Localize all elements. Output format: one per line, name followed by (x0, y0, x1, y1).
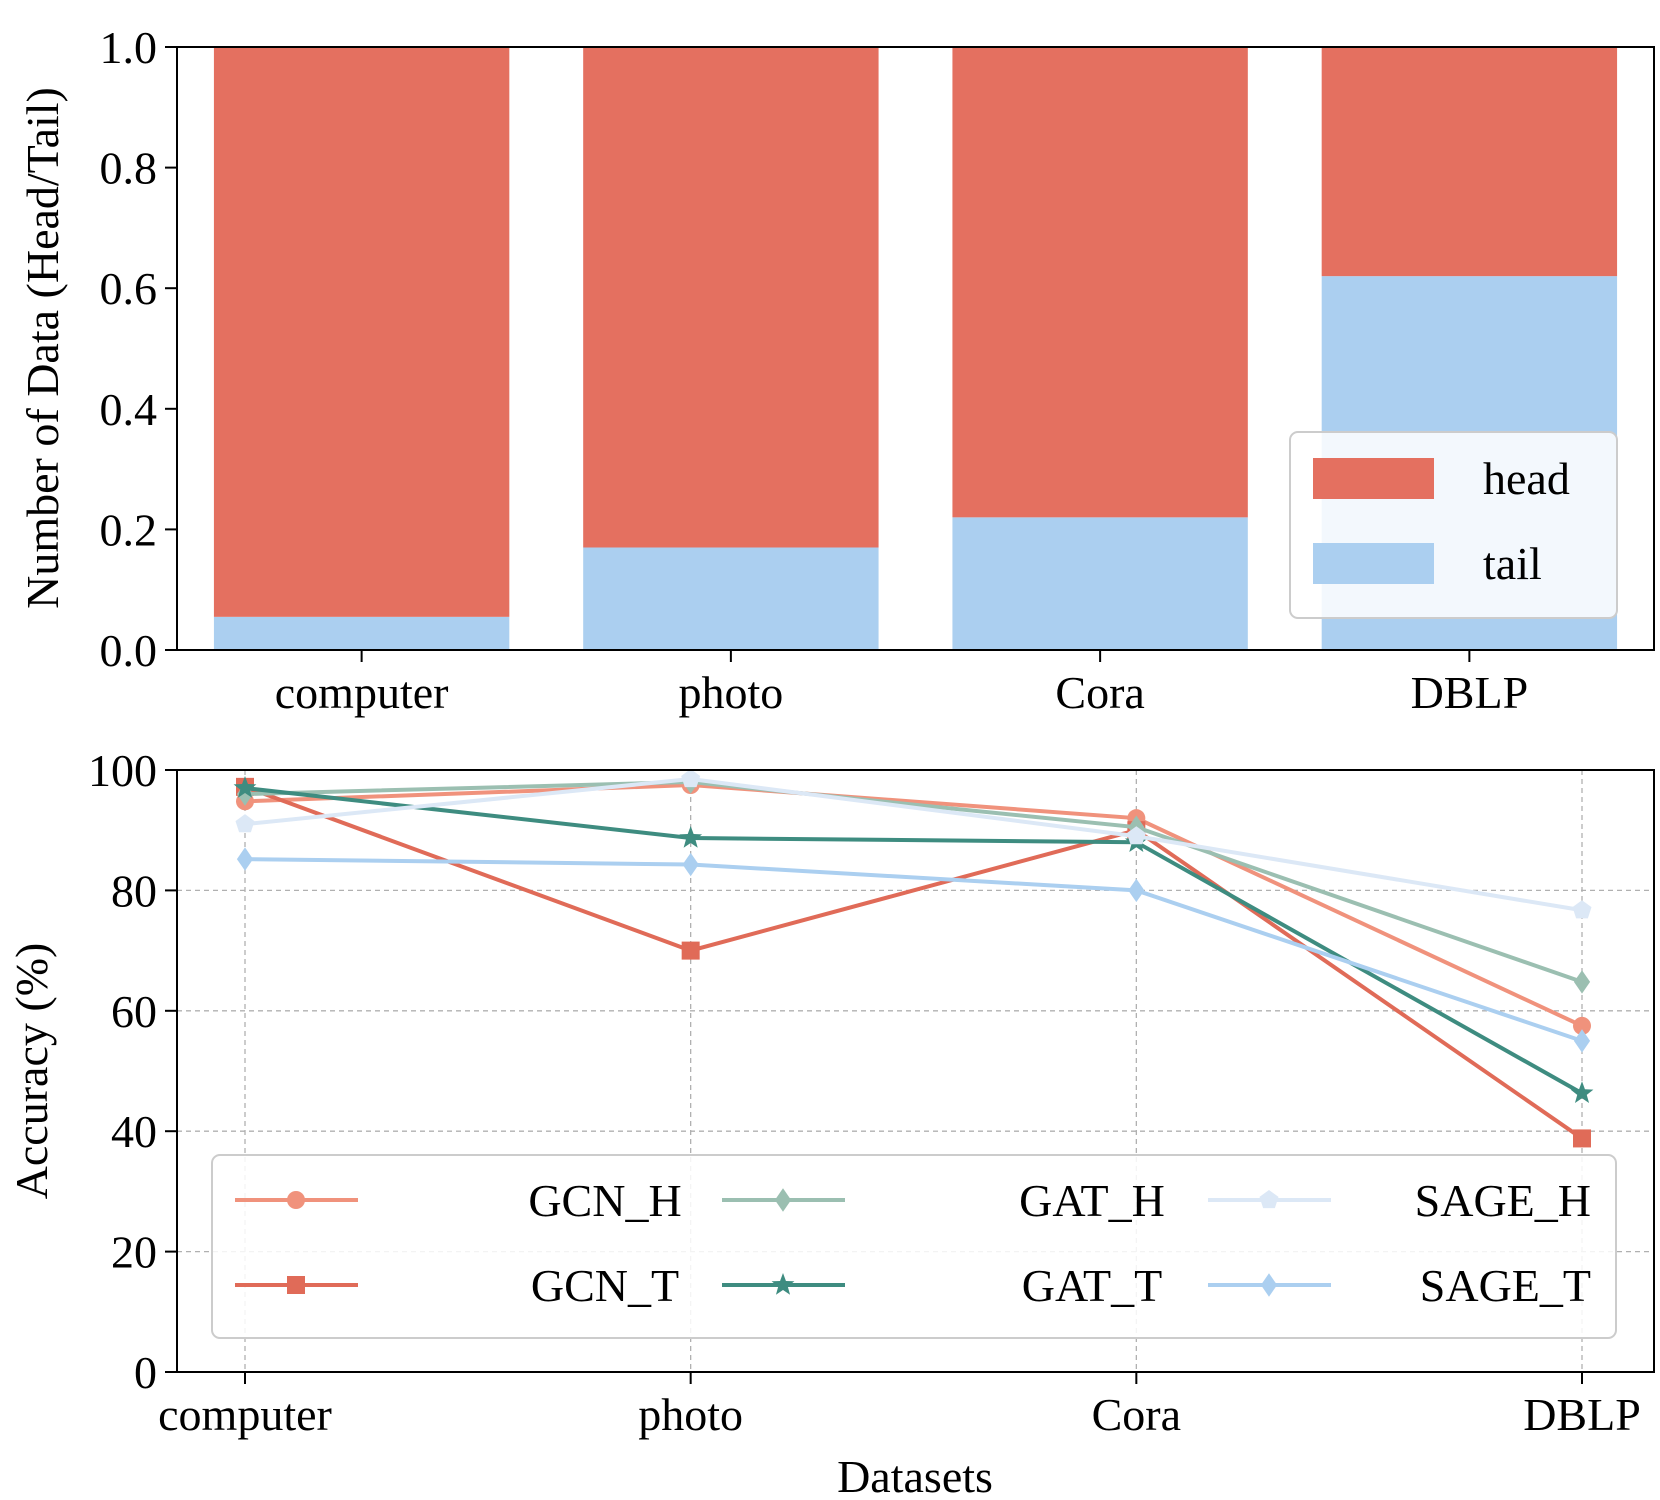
point-gat-t-computer (233, 776, 257, 798)
line-sage-t (244, 857, 1583, 1043)
legend-marker-gat-t (771, 1273, 795, 1295)
bar-head-photo (583, 47, 879, 548)
bottom-x-ticks: computer photo Cora DBLP (158, 1372, 1641, 1440)
top-y-tick-label: 0.6 (100, 263, 158, 314)
bar-tail-photo (583, 547, 879, 650)
bar-group (213, 47, 1618, 650)
bar-head-computer (213, 47, 510, 617)
legend-marker-gcn-t (287, 1276, 305, 1294)
top-x-tick-label-cora: Cora (1055, 667, 1144, 718)
point-gcn-h-dblp (1573, 1016, 1591, 1035)
bottom-y-tick-label: 40 (111, 1106, 157, 1157)
point-gcn-t-dblp (1573, 1129, 1591, 1148)
series-lines (233, 769, 1594, 1148)
bottom-y-ticks: 0 20 40 60 80 100 (88, 745, 177, 1398)
point-sage-h-cora (1126, 826, 1146, 845)
point-sage-t-photo (682, 852, 699, 877)
legend-marker-gat-h (774, 1188, 792, 1212)
line-gat-t (244, 786, 1583, 1096)
bottom-y-tick-label: 100 (88, 745, 157, 796)
point-sage-t-computer (236, 847, 254, 871)
legend-marker-sage-t (1260, 1273, 1278, 1297)
legend-swatch-head (1313, 458, 1434, 499)
legend-marker-gcn-h (287, 1191, 305, 1209)
top-y-ticks: 0.0 0.2 0.4 0.6 0.8 1.0 (100, 22, 177, 676)
series-gcn-t (236, 777, 1591, 1148)
bottom-plot-frame (176, 769, 1655, 1373)
top-x-tick-label-photo: photo (678, 667, 783, 718)
bottom-x-tick-label-photo: photo (638, 1389, 743, 1440)
point-sage-t-cora (1128, 878, 1145, 903)
top-x-tick-label-dblp: DBLP (1411, 667, 1529, 718)
bottom-x-tick-label-cora: Cora (1092, 1389, 1181, 1440)
line-sage-h (244, 777, 1583, 913)
legend-label-head: head (1483, 453, 1570, 504)
bottom-x-tick-label-dblp: DBLP (1523, 1389, 1641, 1440)
series-gcn-h (236, 776, 1591, 1035)
bottom-y-tick-label: 0 (134, 1347, 157, 1398)
series-gat-t (233, 776, 1594, 1103)
legend-swatch-tail (1313, 543, 1434, 584)
bottom-y-tick-label: 20 (111, 1227, 157, 1278)
line-gcn-h (244, 783, 1583, 1028)
point-gcn-t-photo (681, 941, 700, 960)
top-y-tick-label: 0.2 (100, 504, 158, 555)
top-y-tick-label: 0.4 (100, 384, 158, 435)
series-sage-h (235, 769, 1592, 919)
legend-label-sage-t: SAGE_T (1420, 1260, 1591, 1311)
legend-label-gcn-t: GCN_T (531, 1260, 679, 1311)
point-sage-t-dblp (1573, 1029, 1591, 1053)
bar-head-cora (952, 47, 1248, 518)
point-sage-h-photo (681, 769, 701, 788)
bottom-y-tick-label: 80 (111, 865, 157, 916)
legend-label-gat-h: GAT_H (1019, 1175, 1165, 1226)
point-gat-t-dblp (1570, 1081, 1594, 1103)
top-y-tick-label: 0.8 (100, 143, 158, 194)
top-x-tick-label-computer: computer (275, 667, 449, 718)
line-gcn-t (244, 784, 1584, 1141)
legend-label-sage-h: SAGE_H (1415, 1175, 1591, 1226)
legend-label-gcn-h: GCN_H (528, 1175, 681, 1226)
bar-head-dblp (1321, 47, 1618, 277)
point-gat-h-dblp (1573, 970, 1591, 994)
bottom-x-axis-title: Datasets (837, 1451, 993, 1500)
top-y-tick-label: 1.0 (100, 22, 158, 73)
top-y-axis-title: Number of Data (Head/Tail) (17, 87, 68, 609)
legend-marker-sage-h (1259, 1190, 1279, 1209)
point-gat-t-photo (679, 826, 703, 848)
accuracy-line-chart: 0 20 40 60 80 100 computer photo Cora DBLP Accur… (6, 745, 1655, 1500)
bottom-legend: GCN_H GCN_T GAT_H GAT_T SAGE_H SAGE_T (211, 1154, 1617, 1339)
legend-label-tail: tail (1483, 538, 1542, 589)
bottom-x-tick-label-computer: computer (158, 1389, 332, 1440)
bottom-legend-box (211, 1154, 1617, 1339)
series-sage-t (236, 847, 1591, 1053)
top-legend: head tail (1289, 431, 1618, 619)
bottom-y-tick-label: 60 (111, 986, 157, 1037)
bottom-y-axis-title: Accuracy (%) (6, 943, 57, 1200)
line-gat-h (244, 780, 1583, 984)
top-plot-frame (176, 46, 1655, 651)
point-gat-h-computer (236, 782, 254, 806)
top-y-tick-label: 0.0 (100, 625, 158, 676)
bar-tail-cora (952, 517, 1248, 650)
legend-label-gat-t: GAT_T (1022, 1260, 1163, 1311)
head-tail-bar-chart: 0.0 0.2 0.4 0.6 0.8 1.0 computer photo Cora DBLP… (17, 22, 1655, 718)
point-sage-h-computer (235, 814, 255, 833)
top-x-ticks: computer photo Cora DBLP (275, 650, 1528, 718)
bar-tail-computer (213, 616, 510, 650)
point-sage-h-dblp (1572, 900, 1592, 919)
